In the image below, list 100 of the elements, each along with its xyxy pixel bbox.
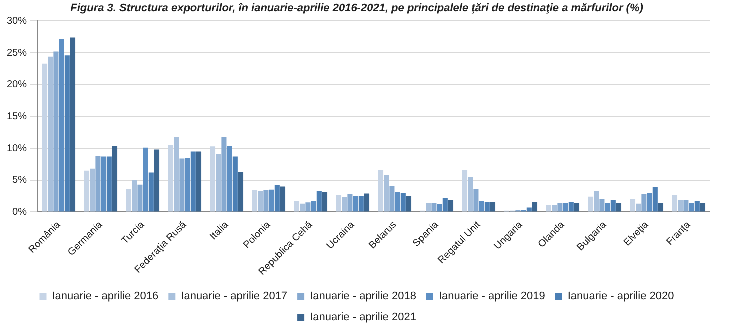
bar [563, 203, 568, 212]
bar [610, 200, 616, 212]
bar [684, 200, 689, 212]
bar [574, 203, 580, 212]
bar [694, 201, 700, 212]
bar [196, 152, 202, 212]
bar [300, 204, 306, 212]
bar [400, 193, 406, 212]
bar [378, 170, 384, 212]
bar [437, 204, 442, 212]
y-tick-label: 5% [12, 175, 28, 186]
bar [700, 203, 706, 212]
bar [605, 203, 610, 212]
bar [532, 202, 538, 212]
y-tick-label: 20% [7, 80, 28, 91]
bar [468, 177, 474, 212]
bar [348, 194, 353, 212]
bar [106, 156, 112, 212]
bar [174, 137, 180, 212]
bar [658, 203, 664, 212]
bar [311, 201, 316, 212]
bar [238, 172, 244, 212]
bar [148, 172, 154, 212]
bar [600, 199, 605, 212]
bar [432, 203, 437, 212]
bar [474, 189, 479, 212]
bar [306, 202, 311, 212]
bar [294, 201, 300, 212]
bar [84, 170, 90, 212]
bar [442, 198, 448, 212]
bar [70, 38, 76, 212]
bar [54, 52, 59, 212]
bar [210, 146, 216, 212]
bar [269, 190, 274, 212]
bar [59, 39, 64, 212]
bar [112, 146, 118, 212]
bar [390, 186, 395, 212]
bar [232, 156, 238, 212]
bar [336, 195, 342, 212]
bar [526, 208, 532, 212]
y-tick-label: 25% [7, 48, 28, 59]
bar [316, 191, 322, 212]
bar [96, 156, 101, 212]
y-tick-label: 15% [7, 111, 28, 122]
bar [42, 64, 48, 212]
bar [264, 190, 269, 212]
bar [689, 203, 694, 212]
bar [636, 204, 642, 212]
bar [180, 158, 185, 212]
bar [588, 196, 594, 212]
bar [647, 193, 652, 212]
bar [652, 187, 658, 212]
bar [227, 146, 232, 212]
bar [126, 189, 132, 212]
bar [190, 152, 196, 212]
bar [101, 156, 106, 212]
bar [462, 170, 468, 212]
bar [252, 190, 258, 212]
bar [274, 185, 280, 212]
bar [364, 194, 370, 212]
bar [185, 158, 190, 212]
bar [594, 191, 600, 212]
bar [258, 191, 264, 212]
legend-label: Ianuarie - aprilie 2019 [438, 290, 546, 303]
bar [490, 202, 496, 212]
bar [132, 180, 138, 212]
bar [143, 148, 148, 212]
bar [222, 137, 227, 212]
bar [448, 200, 454, 212]
legend-label: Ianuarie - aprilie 2020 [568, 290, 674, 303]
bar [168, 145, 174, 212]
bar [426, 203, 432, 212]
bar [568, 202, 574, 212]
legend-label: Ianuarie - aprilie 2018 [310, 290, 416, 303]
bar [546, 205, 552, 212]
bar [90, 168, 96, 212]
bar [479, 201, 484, 212]
bar [138, 184, 143, 212]
bar [630, 199, 636, 212]
bar [552, 205, 558, 212]
legend-label: Ianuarie - aprilie 2017 [181, 290, 288, 303]
bar [216, 154, 222, 212]
bar [558, 203, 563, 212]
bar [642, 194, 647, 212]
y-tick-label: 0% [12, 206, 28, 218]
bar [154, 150, 160, 212]
bar [406, 196, 412, 212]
bar [280, 186, 286, 212]
bar [395, 192, 400, 212]
bar [48, 56, 54, 212]
bar [384, 175, 390, 212]
bar [64, 56, 70, 212]
bar [322, 192, 328, 212]
bar [353, 196, 358, 212]
y-tick-label: 30% [7, 16, 28, 27]
bar [678, 200, 684, 212]
bar [342, 198, 348, 212]
chart-title: Figura 3. Structura exporturilor, în ianuarie-aprilie 2016-2021, pe principalele ţări de destinaţie a mărfurilor (%) [70, 2, 644, 15]
bar [358, 196, 364, 212]
bar [672, 195, 678, 212]
